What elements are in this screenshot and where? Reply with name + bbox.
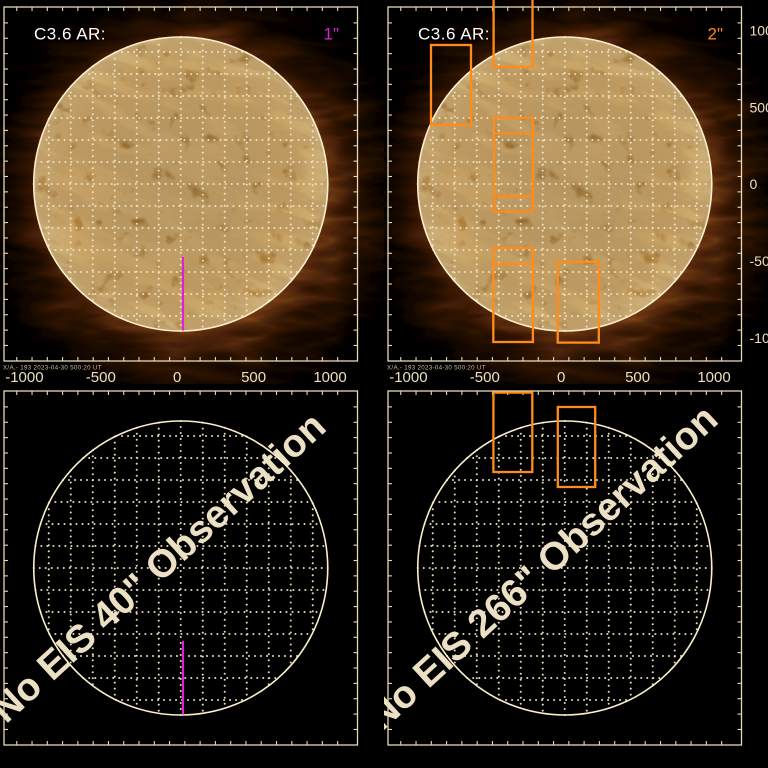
- svg-text:1": 1": [324, 25, 340, 44]
- svg-text:C3.6 AR:: C3.6 AR:: [34, 25, 106, 44]
- svg-text:0: 0: [557, 369, 565, 384]
- svg-text:500: 500: [625, 369, 650, 384]
- svg-text:1000: 1000: [313, 369, 346, 384]
- svg-text:0: 0: [173, 369, 181, 384]
- svg-text:X/A,- 193 2023-04-30 500:20: X/A,- 193 2023-04-30 500:20 UT: [387, 365, 486, 372]
- svg-text:0: 0: [750, 176, 758, 192]
- svg-text:500: 500: [750, 99, 768, 115]
- svg-text:1000: 1000: [697, 369, 730, 384]
- svg-text:-1000: -1000: [750, 330, 768, 346]
- svg-text:2": 2": [708, 25, 724, 44]
- svg-text:C3.6 AR:: C3.6 AR:: [418, 25, 490, 44]
- svg-text:1000: 1000: [750, 23, 768, 39]
- svg-text:500: 500: [241, 369, 266, 384]
- svg-text:X/A,- 193 2023-04-30 500:20: X/A,- 193 2023-04-30 500:20 UT: [3, 365, 102, 372]
- svg-text:-500: -500: [750, 253, 768, 269]
